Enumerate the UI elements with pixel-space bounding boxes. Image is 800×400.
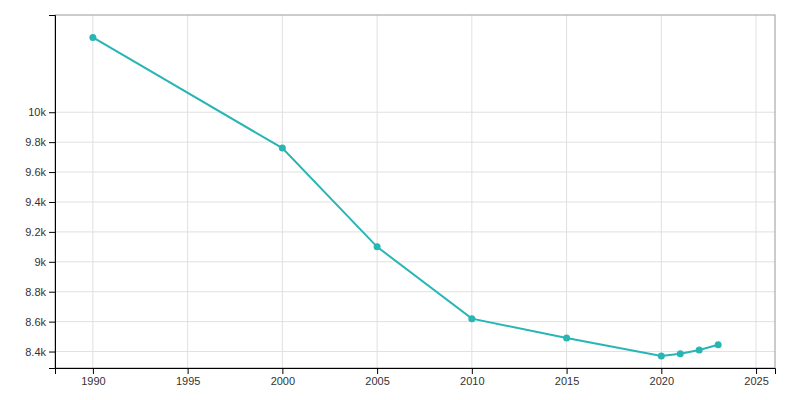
point <box>563 335 570 342</box>
point <box>658 353 665 360</box>
tick-mark <box>377 368 378 374</box>
point <box>89 34 96 41</box>
tick-mark <box>49 352 55 353</box>
grid-line-y <box>55 351 775 352</box>
grid-line-y <box>55 172 775 173</box>
tick: 1995 <box>176 368 200 387</box>
chart: 1990 1995 2000 2005 2010 2015 2020 2025 8.4k 8.6k… <box>0 0 800 400</box>
tick: 9.6k <box>25 166 55 178</box>
tick-mark <box>49 112 55 113</box>
tick: 9.4k <box>25 196 55 208</box>
grid-line-y <box>55 291 775 292</box>
tick-mark <box>756 368 757 374</box>
tick-label: 10k <box>28 106 46 118</box>
grid-line-y <box>55 201 775 202</box>
tick: 8.8k <box>25 286 55 298</box>
tick-label: 8.4k <box>25 346 46 358</box>
grid-line-x <box>661 15 662 368</box>
grid-line-y <box>55 231 775 232</box>
tick: 9.2k <box>25 226 55 238</box>
tick-mark <box>49 172 55 173</box>
tick-mark <box>661 368 662 374</box>
grid <box>55 15 775 368</box>
point <box>279 145 286 152</box>
grid-line-x <box>471 15 472 368</box>
axis-line <box>49 16 56 369</box>
series <box>89 34 721 360</box>
plot-frame <box>55 15 775 368</box>
point <box>374 243 381 250</box>
tick-mark <box>188 368 189 374</box>
line <box>93 37 718 356</box>
tick: 9.8k <box>25 136 55 148</box>
grid-line-x <box>756 15 757 368</box>
grid-line-x <box>187 15 188 368</box>
grid-line-x <box>377 15 378 368</box>
tick-mark <box>49 292 55 293</box>
tick: 9k <box>34 256 55 268</box>
grid-line-y <box>55 261 775 262</box>
tick: 2010 <box>460 368 484 387</box>
point <box>468 315 475 322</box>
tick: 1990 <box>81 368 105 387</box>
tick-mark <box>472 368 473 374</box>
tick-label: 9k <box>34 256 46 268</box>
tick-label: 2000 <box>271 375 295 387</box>
point <box>696 347 703 354</box>
point <box>677 350 684 357</box>
tick-label: 1995 <box>176 375 200 387</box>
tick: 2005 <box>365 368 389 387</box>
grid-line-y <box>55 321 775 322</box>
tick-mark <box>49 322 55 323</box>
tick: 2025 <box>744 368 768 387</box>
tick-label: 9.8k <box>25 136 46 148</box>
grid-line-x <box>566 15 567 368</box>
tick-mark <box>49 202 55 203</box>
tick-label: 2025 <box>744 375 768 387</box>
grid-line-x <box>92 15 93 368</box>
tick-label: 2010 <box>460 375 484 387</box>
tick-label: 9.4k <box>25 196 46 208</box>
axis-line <box>56 369 776 375</box>
tick: 8.4k <box>25 346 55 358</box>
tick: 2015 <box>555 368 579 387</box>
point <box>715 341 722 348</box>
tick-label: 9.2k <box>25 226 46 238</box>
tick-label: 8.6k <box>25 316 46 328</box>
tick-label: 9.6k <box>25 166 46 178</box>
tick-mark <box>49 262 55 263</box>
y-axis: 8.4k 8.6k 8.8k 9k 9.2k 9.4k 9.6k 9.8k 10k <box>25 16 55 369</box>
tick-label: 2005 <box>365 375 389 387</box>
tick-mark <box>49 232 55 233</box>
tick-mark <box>93 368 94 374</box>
tick: 8.6k <box>25 316 55 328</box>
tick-mark <box>567 368 568 374</box>
tick: 2020 <box>650 368 674 387</box>
x-axis: 1990 1995 2000 2005 2010 2015 2020 2025 <box>56 368 776 387</box>
tick-label: 1990 <box>81 375 105 387</box>
grid-line-x <box>282 15 283 368</box>
tick-label: 2015 <box>555 375 579 387</box>
grid-line-y <box>55 112 775 113</box>
tick: 2000 <box>271 368 295 387</box>
grid-line-y <box>55 142 775 143</box>
tick: 10k <box>28 106 55 118</box>
plot: 1990 1995 2000 2005 2010 2015 2020 2025 8.4k 8.6k… <box>25 15 775 387</box>
tick-mark <box>282 368 283 374</box>
tick-mark <box>49 142 55 143</box>
tick-label: 8.8k <box>25 286 46 298</box>
tick-label: 2020 <box>650 375 674 387</box>
